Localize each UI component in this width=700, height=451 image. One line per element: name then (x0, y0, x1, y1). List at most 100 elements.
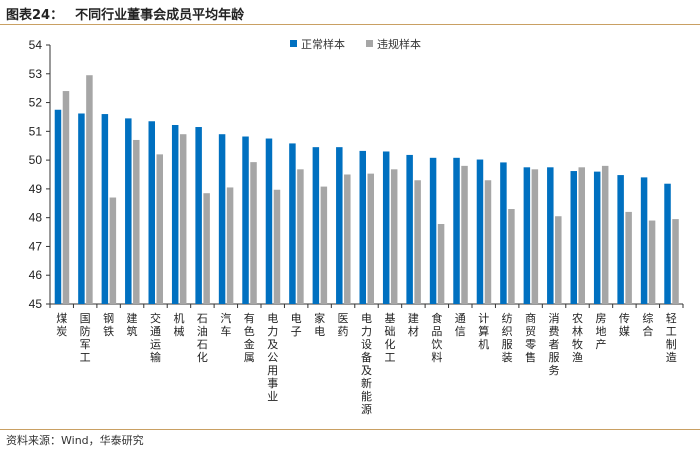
x-category-label: 电力设备及新能源 (361, 312, 372, 416)
normal-sample-bar (195, 127, 202, 305)
normal-sample-bar (617, 175, 624, 304)
normal-sample-bar (125, 118, 132, 304)
x-category-label: 农林牧渔 (572, 311, 583, 364)
normal-sample-bar (242, 136, 249, 304)
violation-sample-bar (344, 174, 351, 304)
y-tick-label: 54 (29, 38, 43, 52)
x-category-label: 轻工制造 (666, 311, 677, 364)
normal-sample-bar (289, 143, 296, 304)
y-tick-label: 51 (29, 124, 43, 138)
violation-sample-bar (484, 180, 492, 304)
x-category-label: 房地产 (595, 312, 606, 351)
x-category-label: 交通运输 (150, 311, 161, 364)
normal-sample-bar (78, 113, 85, 304)
top-divider (0, 24, 700, 25)
normal-sample-bar (570, 171, 577, 304)
x-category-label: 综合 (642, 311, 653, 338)
violation-sample-bar (133, 139, 140, 304)
violation-sample-bar (86, 75, 93, 304)
violation-sample-bar (414, 180, 421, 304)
x-category-label: 传媒 (619, 312, 630, 338)
y-tick-label: 47 (29, 239, 43, 253)
normal-sample-bar (171, 125, 179, 304)
normal-sample-bar (476, 159, 484, 304)
normal-sample-bar (359, 150, 366, 304)
normal-sample-bar (406, 154, 413, 304)
x-category-label: 建筑 (127, 311, 138, 338)
normal-sample-bar (547, 167, 554, 304)
violation-sample-bar (390, 169, 398, 304)
normal-sample-bar (101, 114, 109, 304)
x-category-label: 基础化工 (384, 312, 395, 364)
violation-sample-bar (672, 219, 679, 304)
figure-title: 图表24： 不同行业董事会成员平均年龄 (6, 4, 244, 23)
x-category-label: 电力及公用事业 (267, 312, 278, 403)
x-category-label: 建材 (408, 311, 419, 338)
figure-title-text: 不同行业董事会成员平均年龄 (75, 8, 245, 23)
y-tick-label: 45 (29, 297, 43, 311)
normal-sample-bar (265, 138, 273, 304)
x-category-label: 计算机 (478, 312, 489, 351)
y-tick-label: 50 (29, 153, 43, 167)
x-category-label: 商贸零售 (525, 311, 536, 364)
normal-sample-bar (664, 183, 671, 304)
violation-sample-bar (508, 209, 515, 304)
violation-sample-bar (531, 169, 539, 304)
violation-sample-bar (367, 173, 374, 304)
figure-number: 图表24： (6, 8, 64, 23)
legend-swatch-violation (366, 40, 373, 47)
x-category-label: 煤炭 (56, 312, 67, 338)
violation-sample-bar (648, 220, 656, 304)
source-note: 资料来源：Wind，华泰研究 (6, 434, 144, 447)
y-tick-label: 52 (29, 96, 43, 110)
violation-sample-bar (601, 165, 609, 304)
normal-sample-bar (218, 134, 226, 304)
normal-sample-bar (500, 162, 507, 304)
y-tick-label: 46 (29, 268, 43, 282)
x-category-label: 通信 (455, 312, 466, 338)
x-category-label: 有色金属 (244, 311, 255, 364)
violation-sample-bar (297, 169, 304, 304)
violation-sample-bar (578, 167, 585, 304)
normal-sample-bar (54, 109, 62, 304)
normal-sample-bar (453, 157, 460, 304)
violation-sample-bar (109, 197, 117, 304)
x-category-label: 石油石化 (197, 312, 208, 364)
x-category-label: 电子 (291, 312, 302, 338)
x-category-label: 医药 (338, 312, 349, 338)
normal-sample-bar (429, 157, 437, 304)
x-category-label: 家电 (314, 311, 325, 338)
violation-sample-bar (226, 187, 234, 304)
violation-sample-bar (273, 189, 281, 304)
legend-label-violation: 违规样本 (377, 37, 421, 51)
violation-sample-bar (320, 186, 328, 304)
violation-sample-bar (179, 134, 187, 304)
x-category-label: 汽车 (220, 311, 231, 338)
x-category-label: 纺织服装 (502, 311, 513, 364)
normal-sample-bar (312, 147, 320, 304)
violation-sample-bar (156, 154, 163, 304)
normal-sample-bar (148, 121, 155, 304)
x-category-label: 食品饮料 (431, 311, 442, 364)
violation-sample-bar (555, 216, 562, 304)
normal-sample-bar (640, 177, 648, 304)
violation-sample-bar (437, 223, 445, 304)
normal-sample-bar (382, 151, 390, 304)
violation-sample-bar (250, 162, 257, 304)
x-category-label: 机械 (173, 311, 184, 338)
x-category-label: 消费者服务 (549, 311, 560, 377)
normal-sample-bar (336, 147, 343, 304)
normal-sample-bar (593, 171, 601, 304)
x-category-label: 国防军工 (80, 312, 91, 364)
normal-sample-bar (523, 167, 531, 304)
bottom-divider (0, 429, 700, 430)
y-tick-label: 53 (29, 67, 43, 81)
violation-sample-bar (625, 211, 632, 304)
violation-sample-bar (461, 165, 468, 304)
legend-swatch-normal (290, 40, 297, 47)
y-tick-label: 49 (29, 182, 43, 196)
x-category-label: 钢铁 (103, 312, 114, 338)
legend-label-normal: 正常样本 (301, 37, 345, 51)
violation-sample-bar (62, 91, 70, 305)
